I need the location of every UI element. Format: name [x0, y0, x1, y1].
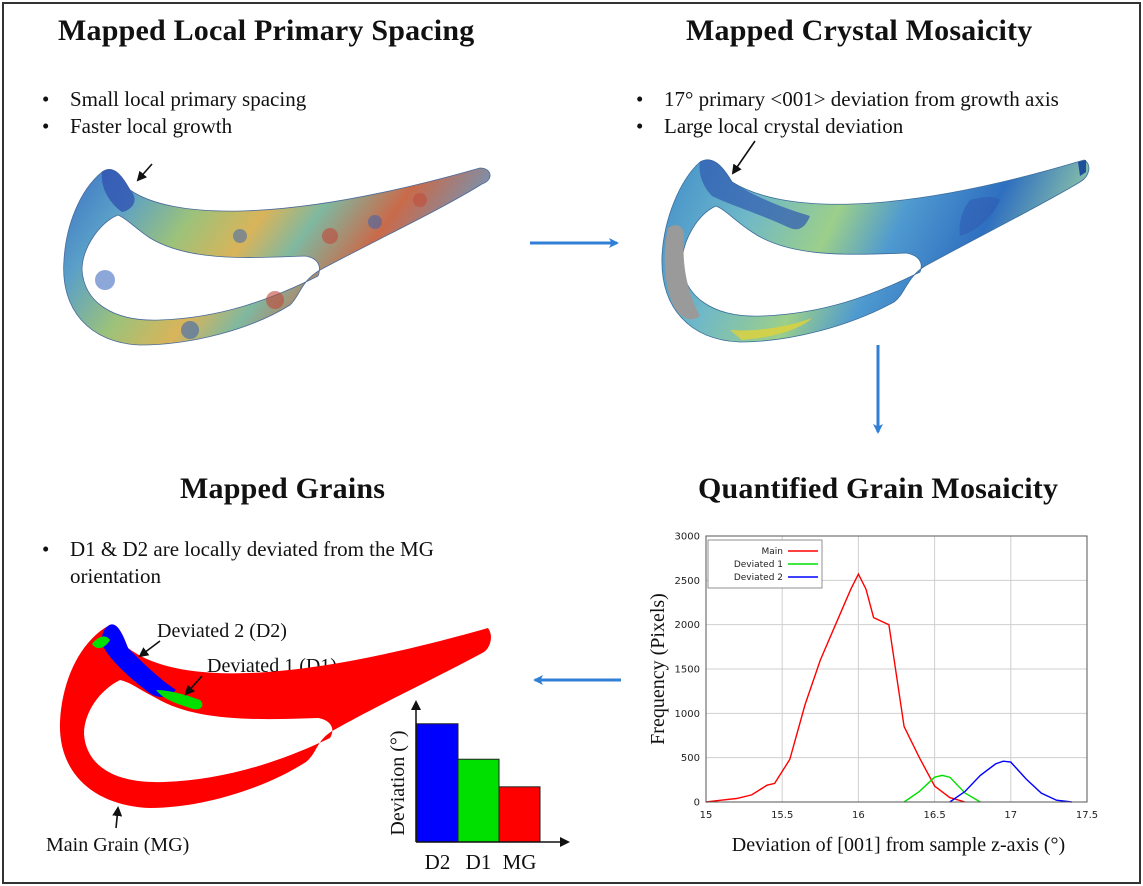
- title-grains: Mapped Grains: [180, 472, 386, 505]
- series-line-main: [705, 572, 966, 803]
- bar-d1: [457, 758, 500, 843]
- x-tick-label: 16: [852, 810, 865, 821]
- bar-category-label: D2: [425, 850, 451, 874]
- bar-category-label: D1: [466, 850, 492, 874]
- deviation-bar-chart: D2 D1 MG Deviation (°): [387, 700, 570, 874]
- y-axis-label: Frequency (Pixels): [647, 593, 669, 745]
- title-quantified: Quantified Grain Mosaicity: [698, 472, 1059, 505]
- pointer-arrow: [112, 806, 123, 829]
- y-tick-label: 500: [681, 753, 700, 764]
- legend-label: Main: [762, 547, 784, 557]
- bullet-item: Small local primary spacing: [40, 86, 306, 113]
- bar-category-label: MG: [503, 850, 537, 874]
- bullet-item: Large local crystal deviation: [634, 113, 1059, 140]
- y-tick-label: 1000: [675, 709, 700, 720]
- x-axis-label: Deviation of [001] from sample z-axis (°…: [732, 834, 1065, 856]
- bullet-item: Faster local growth: [40, 113, 306, 140]
- x-tick-label: 15: [700, 810, 713, 821]
- title-mosaicity: Mapped Crystal Mosaicity: [686, 14, 1033, 47]
- bullets-grains: D1 & D2 are locally deviated from the MG…: [40, 536, 520, 590]
- label-deviated-2: Deviated 2 (D2): [157, 620, 287, 642]
- x-tick-label: 17.5: [1076, 810, 1098, 821]
- bullets-mosaicity: 17° primary <001> deviation from growth …: [634, 86, 1059, 140]
- x-tick-label: 17: [1004, 810, 1017, 821]
- bullet-item: 17° primary <001> deviation from growth …: [634, 86, 1059, 113]
- airfoil-spacing-map: [63, 167, 491, 346]
- bar-mg: [498, 786, 541, 843]
- pointer-arrow: [138, 640, 161, 658]
- y-tick-label: 2000: [675, 620, 700, 631]
- label-main-grain: Main Grain (MG): [46, 834, 190, 856]
- x-tick-label: 16.5: [923, 810, 945, 821]
- title-spacing: Mapped Local Primary Spacing: [58, 14, 475, 47]
- frequency-line-chart: 15 15.5 16 16.5 17 17.5 0 500 1000 1500 2000 2500 30…: [647, 532, 1098, 857]
- series-line-deviated-2: [949, 760, 1072, 803]
- bullet-item: D1 & D2 are locally deviated from the MG…: [40, 536, 520, 590]
- bar-d2: [416, 723, 459, 843]
- y-tick-label: 3000: [675, 532, 700, 543]
- y-tick-label: 1500: [675, 665, 700, 676]
- pointer-arrow: [184, 675, 203, 696]
- airfoil-mosaicity-map: [661, 159, 1090, 343]
- legend-label: Deviated 1: [734, 560, 783, 570]
- plot-border: [705, 535, 1088, 803]
- pointer-arrow: [136, 163, 153, 182]
- bullets-spacing: Small local primary spacing Faster local…: [40, 86, 306, 140]
- legend-label: Deviated 2: [734, 573, 783, 583]
- pointer-arrow: [731, 140, 756, 175]
- x-tick-label: 15.5: [771, 810, 793, 821]
- y-tick-label: 2500: [675, 576, 700, 587]
- bar-y-axis-label: Deviation (°): [387, 730, 409, 835]
- y-tick-label: 0: [694, 798, 700, 809]
- airfoil-grain-map: [59, 624, 491, 808]
- series-line-deviated-1: [903, 774, 981, 803]
